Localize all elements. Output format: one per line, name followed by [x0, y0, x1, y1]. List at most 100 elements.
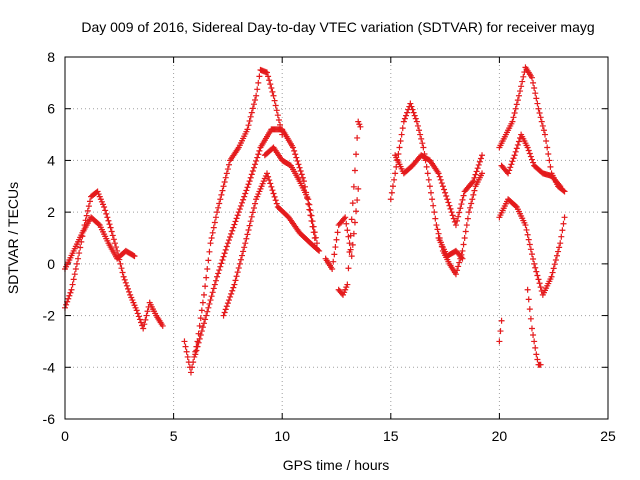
data-point — [537, 361, 544, 368]
data-point — [553, 252, 560, 259]
data-point — [204, 308, 211, 315]
data-point — [525, 236, 532, 243]
data-point — [209, 229, 216, 236]
data-point — [239, 199, 246, 206]
data-point — [534, 356, 541, 363]
data-point — [224, 240, 231, 247]
data-point — [398, 131, 405, 138]
data-point — [68, 286, 75, 293]
data-point — [403, 112, 410, 119]
data-point — [182, 343, 189, 350]
data-point — [456, 209, 463, 216]
data-point — [519, 78, 526, 85]
data-point — [210, 285, 217, 292]
data-point — [197, 331, 204, 338]
data-point — [348, 216, 355, 223]
data-point — [342, 214, 349, 221]
data-point — [505, 170, 512, 177]
y-tick-label: 8 — [47, 49, 55, 65]
data-point — [72, 266, 79, 273]
data-point — [250, 101, 257, 108]
data-point — [272, 102, 279, 109]
data-point — [76, 250, 83, 257]
data-point — [531, 338, 538, 345]
data-point — [526, 150, 533, 157]
data-point — [228, 290, 235, 297]
data-point — [560, 187, 567, 194]
data-point — [142, 316, 149, 323]
data-point — [350, 230, 357, 237]
data-point — [309, 218, 316, 225]
data-point — [459, 255, 466, 262]
data-point — [351, 167, 358, 174]
data-point — [536, 280, 543, 287]
data-point — [409, 106, 416, 113]
data-point — [348, 253, 355, 260]
data-point — [346, 240, 353, 247]
data-point — [136, 316, 143, 323]
data-point — [225, 237, 232, 244]
data-point — [458, 201, 465, 208]
data-point — [221, 309, 228, 316]
data-point — [193, 347, 200, 354]
data-point — [511, 152, 518, 159]
data-point — [538, 118, 545, 125]
data-point — [344, 281, 351, 288]
data-point — [86, 198, 93, 205]
data-point — [450, 215, 457, 222]
data-point — [237, 256, 244, 263]
data-point — [316, 247, 323, 254]
data-point — [532, 344, 539, 351]
data-point — [540, 127, 547, 134]
data-point — [249, 105, 256, 112]
data-point — [244, 126, 251, 133]
data-point — [448, 209, 455, 216]
data-point — [138, 319, 145, 326]
data-point — [299, 174, 306, 181]
data-point — [518, 83, 525, 90]
data-point — [134, 310, 141, 317]
y-tick-label: 6 — [47, 101, 55, 117]
data-point — [117, 260, 124, 267]
data-point — [424, 170, 431, 177]
data-point — [542, 131, 549, 138]
data-point — [104, 214, 111, 221]
data-points — [62, 64, 568, 376]
data-point — [475, 161, 482, 168]
data-point — [535, 105, 542, 112]
data-point — [101, 203, 108, 210]
data-point — [271, 193, 278, 200]
data-point — [242, 240, 249, 247]
data-point — [431, 209, 438, 216]
series-track-e — [220, 170, 323, 319]
data-point — [534, 272, 541, 279]
data-point — [196, 322, 203, 329]
data-point — [353, 208, 360, 215]
data-point — [469, 179, 476, 186]
data-point — [464, 215, 471, 222]
data-point — [514, 97, 521, 104]
series-track-g — [322, 185, 362, 273]
data-point — [474, 165, 481, 172]
data-point — [144, 308, 151, 315]
series-track-n — [498, 131, 564, 190]
data-point — [219, 187, 226, 194]
data-point — [560, 220, 567, 227]
data-point — [274, 112, 281, 119]
data-point — [392, 170, 399, 177]
data-point — [526, 306, 533, 313]
data-point — [514, 141, 521, 148]
data-point — [528, 74, 535, 81]
data-point — [524, 144, 531, 151]
data-point — [470, 191, 477, 198]
data-point — [223, 243, 230, 250]
data-point — [83, 212, 90, 219]
data-point — [215, 270, 222, 277]
data-point — [221, 250, 228, 257]
data-point — [220, 183, 227, 190]
data-point — [441, 186, 448, 193]
data-point — [417, 131, 424, 138]
data-point — [524, 286, 531, 293]
data-point — [126, 288, 133, 295]
